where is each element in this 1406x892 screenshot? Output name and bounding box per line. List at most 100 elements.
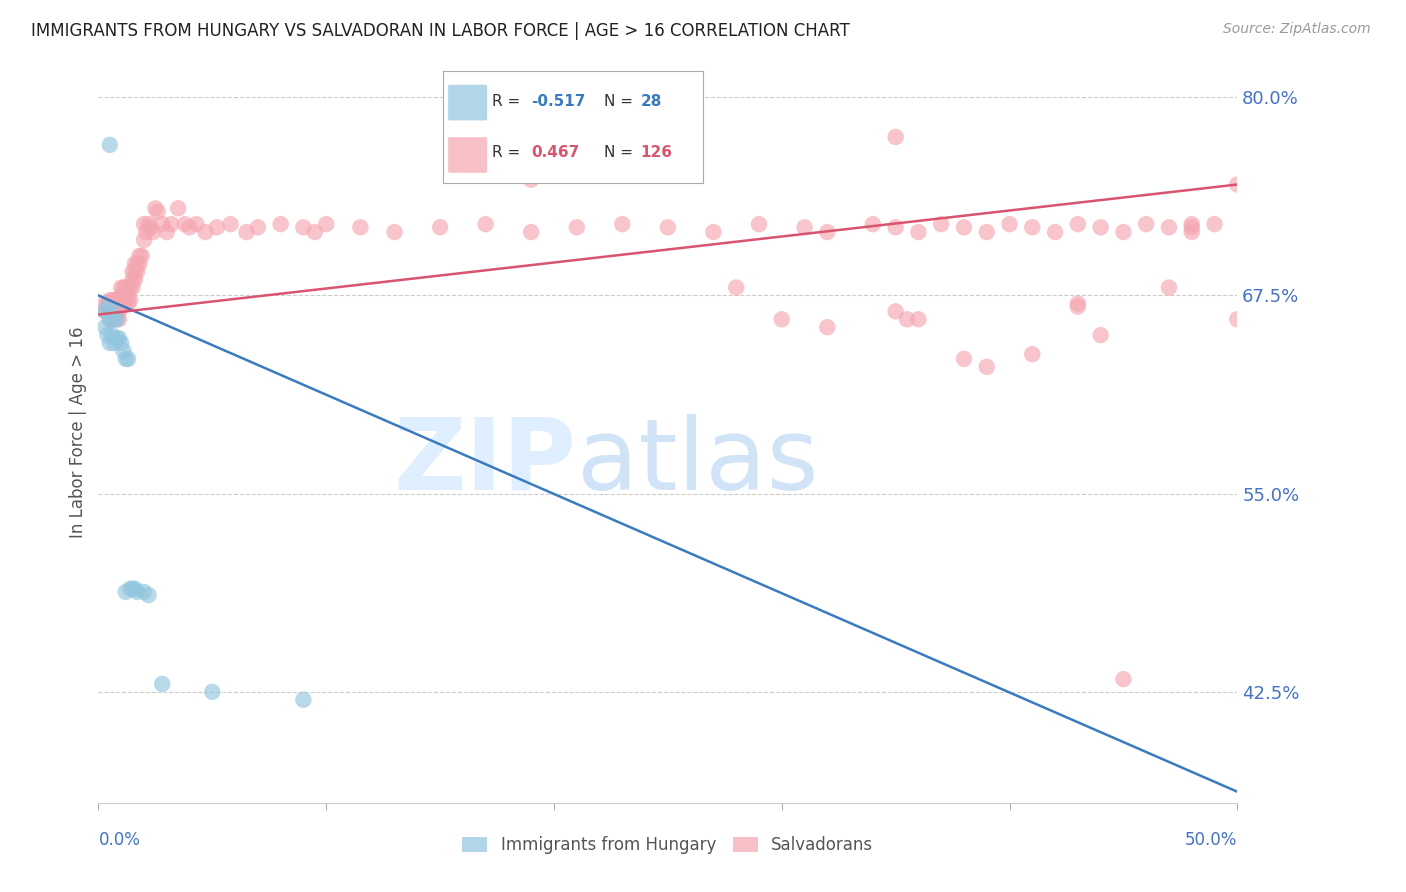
Point bbox=[120, 293, 142, 308]
Point bbox=[105, 293, 128, 308]
Point bbox=[205, 220, 228, 235]
Point bbox=[1204, 217, 1226, 231]
Point bbox=[702, 225, 724, 239]
Point bbox=[121, 582, 143, 596]
Point bbox=[124, 582, 146, 596]
Text: Source: ZipAtlas.com: Source: ZipAtlas.com bbox=[1223, 22, 1371, 37]
Point bbox=[349, 220, 371, 235]
Point bbox=[139, 220, 162, 235]
Point bbox=[1067, 296, 1090, 310]
Point bbox=[112, 296, 135, 310]
Point bbox=[98, 300, 121, 314]
Point bbox=[114, 288, 136, 302]
Point bbox=[101, 300, 124, 314]
Point bbox=[815, 320, 838, 334]
Point bbox=[110, 296, 132, 310]
Point bbox=[131, 249, 153, 263]
Text: 126: 126 bbox=[641, 145, 672, 161]
Point bbox=[953, 220, 976, 235]
Point bbox=[201, 685, 224, 699]
Point bbox=[110, 293, 132, 308]
Point bbox=[108, 300, 131, 314]
Point bbox=[174, 217, 197, 231]
Point bbox=[634, 153, 657, 168]
FancyBboxPatch shape bbox=[449, 137, 486, 173]
Point bbox=[132, 217, 155, 231]
Point bbox=[121, 280, 143, 294]
Point bbox=[1157, 220, 1180, 235]
Point bbox=[1112, 225, 1135, 239]
Point bbox=[96, 296, 118, 310]
Point bbox=[124, 272, 146, 286]
Point bbox=[132, 585, 155, 599]
Point bbox=[186, 217, 208, 231]
Point bbox=[292, 692, 315, 706]
Point bbox=[179, 220, 201, 235]
Point bbox=[114, 293, 136, 308]
Point bbox=[1181, 220, 1204, 235]
Point bbox=[105, 312, 128, 326]
Point bbox=[1181, 217, 1204, 231]
Point bbox=[103, 296, 125, 310]
Point bbox=[292, 220, 315, 235]
Point bbox=[167, 202, 190, 216]
Point bbox=[114, 585, 136, 599]
Text: IMMIGRANTS FROM HUNGARY VS SALVADORAN IN LABOR FORCE | AGE > 16 CORRELATION CHAR: IMMIGRANTS FROM HUNGARY VS SALVADORAN IN… bbox=[31, 22, 849, 40]
Point bbox=[145, 202, 167, 216]
Point bbox=[146, 204, 169, 219]
Point bbox=[101, 296, 124, 310]
Point bbox=[128, 249, 150, 263]
Point bbox=[896, 312, 918, 326]
Text: R =: R = bbox=[492, 94, 526, 109]
Point bbox=[132, 233, 155, 247]
Point bbox=[101, 304, 124, 318]
Point bbox=[998, 217, 1021, 231]
Point bbox=[110, 300, 132, 314]
Point bbox=[884, 130, 907, 145]
Point bbox=[135, 225, 157, 239]
Point bbox=[117, 351, 139, 366]
Point bbox=[108, 331, 131, 345]
Point bbox=[105, 296, 128, 310]
Point bbox=[884, 304, 907, 318]
Point bbox=[565, 220, 588, 235]
Point bbox=[108, 312, 131, 326]
Point bbox=[124, 265, 146, 279]
Point bbox=[793, 220, 815, 235]
Point bbox=[121, 272, 143, 286]
Point bbox=[117, 296, 139, 310]
Point bbox=[108, 304, 131, 318]
Point bbox=[94, 304, 117, 318]
Point bbox=[1090, 328, 1112, 343]
Point bbox=[315, 217, 337, 231]
Point bbox=[150, 677, 173, 691]
Point bbox=[112, 293, 135, 308]
Point bbox=[138, 588, 160, 602]
Point bbox=[304, 225, 326, 239]
Point bbox=[96, 304, 118, 318]
Point bbox=[474, 217, 496, 231]
Point bbox=[98, 312, 121, 326]
Point bbox=[929, 217, 952, 231]
Point bbox=[110, 280, 132, 294]
Point bbox=[1112, 672, 1135, 686]
Y-axis label: In Labor Force | Age > 16: In Labor Force | Age > 16 bbox=[69, 326, 87, 539]
Point bbox=[121, 265, 143, 279]
Point bbox=[1043, 225, 1066, 239]
Point bbox=[108, 296, 131, 310]
Point bbox=[101, 304, 124, 318]
Point bbox=[725, 280, 748, 294]
Point bbox=[98, 312, 121, 326]
Point bbox=[112, 288, 135, 302]
Point bbox=[98, 336, 121, 351]
Point bbox=[105, 331, 128, 345]
Point bbox=[96, 300, 118, 314]
Text: atlas: atlas bbox=[576, 414, 818, 511]
Point bbox=[976, 359, 998, 374]
Point bbox=[105, 304, 128, 318]
Point bbox=[1135, 217, 1157, 231]
Text: ZIP: ZIP bbox=[394, 414, 576, 511]
Point bbox=[117, 288, 139, 302]
Point bbox=[270, 217, 292, 231]
Point bbox=[105, 312, 128, 326]
